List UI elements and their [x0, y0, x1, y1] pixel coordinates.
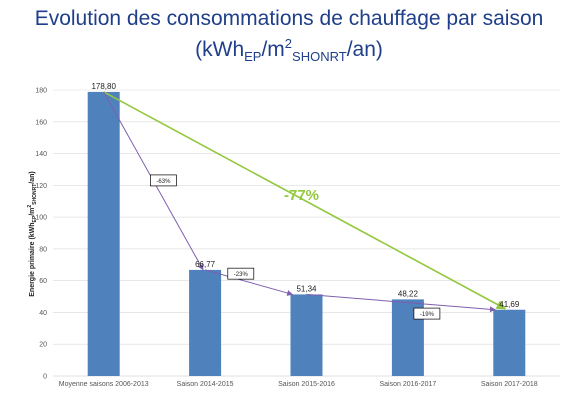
bar	[87, 91, 120, 376]
title-unit-part: /m	[261, 38, 285, 61]
step-reduction-label: -63%	[156, 179, 171, 185]
chart-title: Evolution des consommations de chauffage…	[0, 6, 578, 69]
title-unit-part: /an)	[346, 38, 383, 61]
category-label: Saison 2016-2017	[379, 381, 436, 388]
data-label: 178,80	[91, 82, 116, 91]
labels: 178,80 Moyenne saisons 2006-2013 66,77 Sais…	[59, 82, 538, 388]
step-reduction-label: -23%	[234, 272, 249, 278]
category-label: Saison 2014-2015	[177, 381, 234, 388]
y-tick-label: 180	[35, 88, 47, 95]
title-unit-sub-ep: EP	[244, 49, 262, 64]
ylabel-sub-shonrt: SHONRT	[32, 184, 38, 205]
data-label: 41,69	[499, 300, 520, 309]
title-line-1: Evolution des consommations de chauffage…	[34, 7, 544, 30]
bar	[290, 294, 323, 376]
data-label: 48,22	[398, 289, 419, 298]
y-axis-label: Energie primaire (kWhEP/m2SHONRT/an)	[27, 171, 38, 297]
y-tick-label: 140	[35, 151, 47, 158]
ylabel-part: Energie primaire (kWh	[29, 222, 36, 296]
y-tick-label: 20	[39, 342, 47, 349]
step-reduction-arrow	[204, 269, 294, 296]
reduction-arrows	[103, 91, 507, 320]
title-unit-sub-shonrt: SHONRT	[292, 49, 347, 64]
y-tick-label: 120	[35, 183, 47, 190]
category-label: Saison 2017-2018	[481, 381, 538, 388]
step-reduction-label: -19%	[420, 312, 435, 318]
category-label: Moyenne saisons 2006-2013	[59, 381, 149, 388]
overall-reduction-arrow	[103, 91, 507, 310]
data-label: 51,34	[296, 284, 317, 293]
ylabel-sub-ep: EP	[32, 215, 38, 222]
category-label: Saison 2015-2016	[278, 381, 335, 388]
ylabel-part: /m	[29, 208, 36, 216]
bars	[87, 91, 526, 376]
y-tick-label: 100	[35, 215, 47, 222]
title-unit-sup: 2	[284, 36, 293, 51]
data-label: 66,77	[195, 260, 216, 269]
step-label-box	[227, 267, 255, 280]
y-tick-label: 40	[39, 310, 47, 317]
y-tick-label: 60	[39, 278, 47, 285]
bar	[493, 309, 526, 376]
title-line-2: (kWhEP/m2SHONRT/an)	[0, 31, 578, 69]
ylabel-sup: 2	[27, 205, 33, 208]
step-reduction-arrow	[306, 293, 496, 313]
y-tick-label: 160	[35, 119, 47, 126]
y-tick-label: 80	[39, 246, 47, 253]
bar	[189, 269, 222, 376]
title-unit-part: (kWh	[195, 38, 245, 61]
overall-reduction-label: -77%	[284, 187, 319, 204]
step-label-box	[150, 174, 177, 187]
y-tick-label: 0	[43, 374, 47, 381]
y-axis-ticks: 0 20 40 60 80 100 120 140 160 180	[35, 88, 47, 381]
svg-text:Energie primaire (kWhEP/m2SHON: Energie primaire (kWhEP/m2SHONRT/an)	[27, 171, 38, 297]
ylabel-part: /an)	[29, 171, 36, 183]
step-label-box	[413, 307, 441, 320]
